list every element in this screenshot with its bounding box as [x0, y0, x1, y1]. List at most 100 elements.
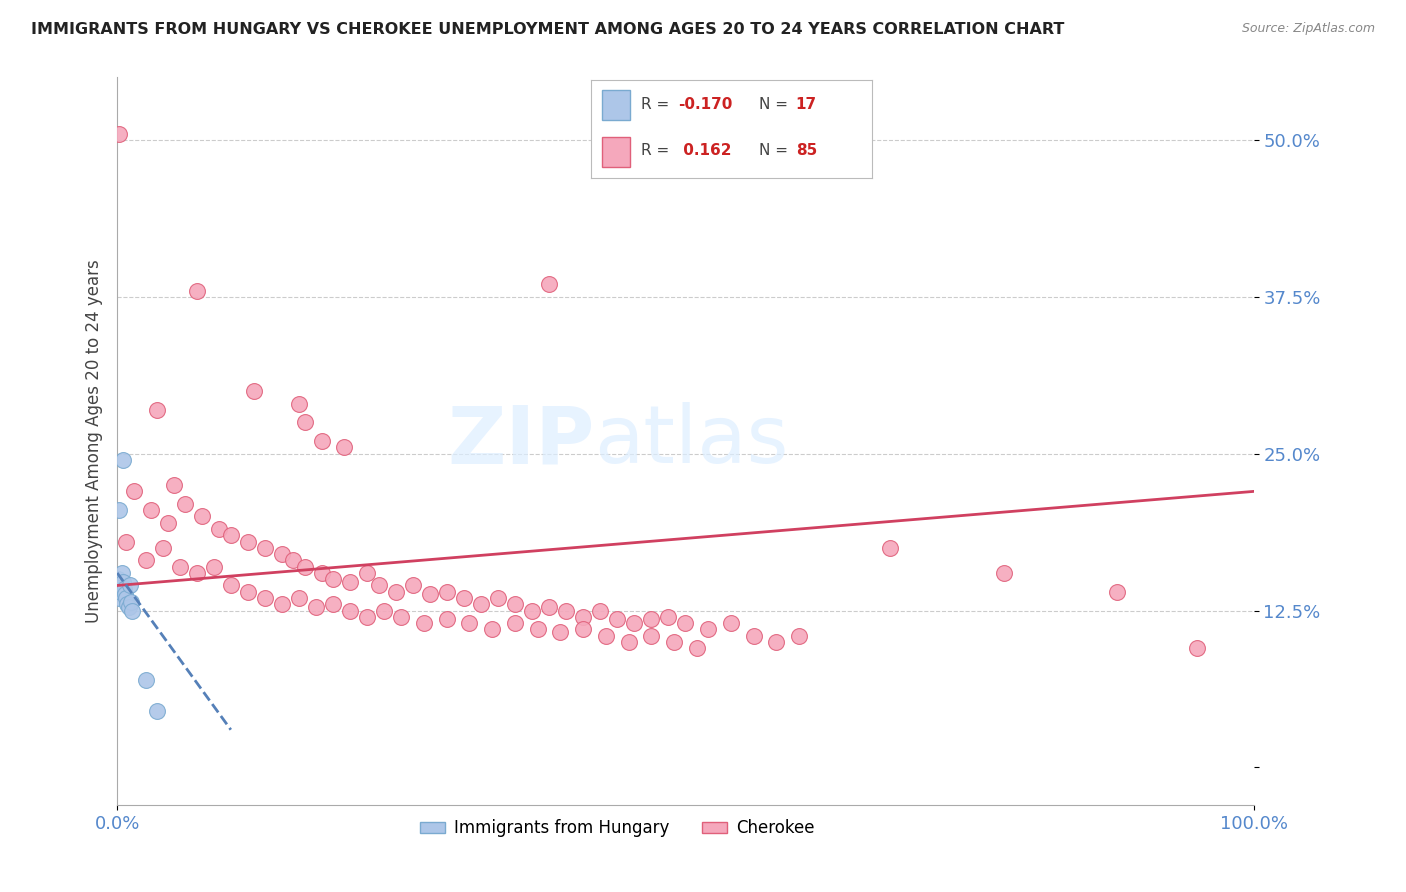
Point	[537, 599, 560, 614]
Point	[662, 635, 685, 649]
Point	[572, 623, 595, 637]
Point	[673, 616, 696, 631]
Text: 0.162: 0.162	[678, 144, 731, 159]
Point	[486, 591, 509, 605]
Point	[1185, 641, 1208, 656]
Point	[122, 484, 145, 499]
Point	[879, 541, 901, 555]
Point	[120, 595, 142, 609]
Point	[537, 277, 560, 292]
Point	[219, 528, 242, 542]
Point	[720, 616, 742, 631]
Point	[271, 547, 294, 561]
Point	[117, 599, 139, 614]
Point	[236, 584, 259, 599]
Point	[555, 603, 578, 617]
Point	[288, 396, 311, 410]
Point	[146, 704, 169, 718]
Point	[657, 610, 679, 624]
Point	[339, 603, 361, 617]
Point	[481, 623, 503, 637]
Text: N =: N =	[759, 97, 793, 112]
Point	[322, 572, 344, 586]
Text: atlas: atlas	[595, 402, 789, 480]
Point	[121, 603, 143, 617]
Point	[114, 587, 136, 601]
Point	[253, 541, 276, 555]
Point	[993, 566, 1015, 580]
Point	[110, 584, 132, 599]
Point	[157, 516, 180, 530]
Point	[623, 616, 645, 631]
Point	[436, 584, 458, 599]
Point	[617, 635, 640, 649]
Point	[333, 441, 356, 455]
Point	[503, 616, 526, 631]
Point	[589, 603, 612, 617]
Point	[356, 610, 378, 624]
Text: N =: N =	[759, 144, 793, 159]
Point	[169, 559, 191, 574]
Point	[787, 629, 810, 643]
Point	[294, 416, 316, 430]
Point	[339, 574, 361, 589]
Point	[697, 623, 720, 637]
Bar	[602, 137, 630, 167]
Point	[419, 587, 441, 601]
Point	[595, 629, 617, 643]
Text: R =: R =	[641, 144, 675, 159]
Point	[236, 534, 259, 549]
Point	[253, 591, 276, 605]
Point	[305, 599, 328, 614]
Point	[112, 582, 135, 597]
Point	[208, 522, 231, 536]
Point	[111, 574, 134, 589]
Point	[550, 624, 572, 639]
Point	[115, 534, 138, 549]
Point	[283, 553, 305, 567]
Y-axis label: Unemployment Among Ages 20 to 24 years: Unemployment Among Ages 20 to 24 years	[86, 260, 103, 624]
Point	[108, 127, 131, 141]
Point	[108, 503, 131, 517]
Point	[107, 572, 129, 586]
Point	[322, 597, 344, 611]
Text: R =: R =	[641, 97, 675, 112]
Point	[118, 578, 141, 592]
Point	[152, 541, 174, 555]
Point	[111, 453, 134, 467]
Point	[146, 402, 169, 417]
Point	[413, 616, 436, 631]
Point	[470, 597, 492, 611]
Point	[640, 629, 662, 643]
Point	[174, 497, 197, 511]
Point	[401, 578, 423, 592]
Point	[1107, 584, 1129, 599]
Point	[520, 603, 543, 617]
Text: 85: 85	[796, 144, 817, 159]
Point	[606, 612, 628, 626]
Text: Source: ZipAtlas.com: Source: ZipAtlas.com	[1241, 22, 1375, 36]
Point	[117, 597, 139, 611]
Point	[765, 635, 787, 649]
Point	[108, 591, 131, 605]
Legend: Immigrants from Hungary, Cherokee: Immigrants from Hungary, Cherokee	[413, 813, 821, 844]
Text: -0.170: -0.170	[678, 97, 733, 112]
Point	[572, 610, 595, 624]
Point	[294, 559, 316, 574]
Point	[163, 478, 186, 492]
Point	[742, 629, 765, 643]
Point	[115, 591, 138, 605]
Point	[186, 284, 208, 298]
Point	[356, 566, 378, 580]
Point	[219, 578, 242, 592]
Point	[288, 591, 311, 605]
Point	[186, 566, 208, 580]
Bar	[602, 90, 630, 120]
Text: ZIP: ZIP	[447, 402, 595, 480]
Point	[640, 612, 662, 626]
Point	[135, 673, 157, 687]
Point	[436, 612, 458, 626]
Point	[202, 559, 225, 574]
Point	[526, 623, 548, 637]
Point	[458, 616, 481, 631]
